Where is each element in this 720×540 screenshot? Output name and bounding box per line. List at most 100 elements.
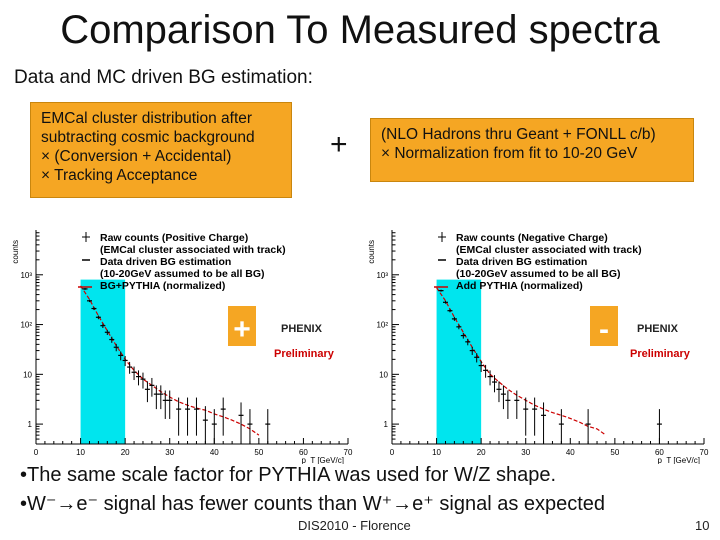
legend-entry: BG+PYTHIA (normalized) [100, 280, 225, 292]
data-point [247, 409, 253, 444]
data-point [496, 381, 502, 403]
highlight-band [436, 279, 482, 444]
legend-entry: (10-20GeV assumed to be all BG) [456, 268, 621, 280]
y-tick-label: 10³ [20, 271, 32, 280]
charge-sign: + [233, 313, 251, 346]
data-point [113, 343, 119, 352]
bullet-list: •The same scale factor for PYTHIA was us… [20, 461, 605, 519]
data-point [451, 317, 457, 321]
data-point [144, 381, 150, 403]
legend-entry: Raw counts (Positive Charge) [100, 232, 248, 244]
method-line: EMCal cluster distribution after [41, 110, 253, 127]
method-line: subtracting cosmic background [41, 129, 255, 146]
data-point [104, 329, 110, 336]
legend-entry: Data driven BG estimation [100, 256, 231, 268]
x-tick-label: 30 [521, 448, 530, 457]
data-point [478, 360, 484, 373]
method-line: (NLO Hadrons thru Geant + FONLL c/b) [381, 126, 656, 143]
x-tick-label: 50 [254, 448, 263, 457]
data-point [492, 375, 498, 393]
phenix-logo: PHENIX [281, 323, 323, 335]
footer-text: DIS2010 - Florence [298, 518, 411, 533]
data-point [167, 390, 173, 419]
data-point [514, 390, 520, 419]
legend-entry: Raw counts (Negative Charge) [456, 232, 608, 244]
data-point [86, 299, 92, 303]
y-tick-label: 10 [379, 370, 388, 379]
x-tick-label: 70 [700, 448, 709, 457]
preliminary-label: Preliminary [274, 348, 335, 360]
x-tick-label: 30 [165, 448, 174, 457]
x-axis-label: p_T [GeV/c] [657, 456, 700, 464]
charge-sign: - [599, 313, 609, 346]
data-point [202, 406, 208, 444]
page-title: Comparison To Measured spectra [60, 8, 660, 52]
x-tick-label: 0 [390, 448, 395, 457]
data-point [456, 324, 462, 330]
y-tick-label: 10 [23, 370, 32, 379]
data-point [656, 409, 662, 444]
x-tick-label: 70 [344, 448, 353, 457]
data-point [505, 390, 511, 419]
charge-sign-box [590, 306, 618, 346]
data-point [131, 366, 137, 381]
x-tick-label: 0 [34, 448, 39, 457]
preliminary-label: Preliminary [630, 348, 691, 360]
data-point [185, 397, 191, 436]
data-point [265, 409, 271, 444]
data-point [118, 351, 124, 361]
data-point [532, 397, 538, 436]
data-point [558, 409, 564, 444]
x-tick-label: 50 [610, 448, 619, 457]
x-tick-label: 20 [477, 448, 486, 457]
x-axis-label: p_T [GeV/c] [301, 456, 344, 464]
legend-entry: (EMCal cluster associated with track) [100, 244, 286, 256]
x-tick-label: 10 [432, 448, 441, 457]
data-point [140, 372, 146, 389]
bullet-item: •W⁻→e⁻ signal has fewer counts than W⁺→e… [20, 493, 606, 515]
method-line: × Normalization from fit to 10-20 GeV [381, 145, 638, 162]
y-axis-label: counts [367, 240, 376, 264]
x-tick-label: 40 [566, 448, 575, 457]
x-tick-label: 40 [210, 448, 219, 457]
data-point [460, 332, 466, 339]
bg-pythia-curve [436, 287, 607, 436]
data-point [100, 323, 106, 329]
y-tick-label: 1 [384, 420, 389, 429]
data-point [91, 307, 97, 311]
data-point [220, 397, 226, 436]
data-point [585, 409, 591, 444]
subtitle: Data and MC driven BG estimation: [14, 67, 313, 88]
data-point [442, 301, 448, 304]
plus-operator: + [330, 128, 348, 161]
data-point [162, 390, 168, 419]
method-box-right: (NLO Hadrons thru Geant + FONLL c/b) × N… [370, 118, 694, 182]
legend-entry: (EMCal cluster associated with track) [456, 244, 642, 256]
data-point [127, 361, 133, 374]
data-point [158, 385, 164, 410]
data-point [523, 397, 529, 436]
charge-sign-box [228, 306, 256, 346]
method-line: × (Conversion + Accidental) [41, 148, 232, 165]
data-point [153, 385, 159, 410]
legend-entry: Data driven BG estimation [456, 256, 587, 268]
phenix-logo: PHENIX [637, 323, 679, 335]
data-point [469, 346, 475, 355]
data-point [500, 385, 506, 410]
x-tick-label: 60 [655, 448, 664, 457]
data-point [465, 338, 471, 346]
x-tick-label: 20 [121, 448, 130, 457]
data-point [176, 397, 182, 436]
y-tick-label: 10³ [376, 271, 388, 280]
data-point [193, 397, 199, 436]
y-tick-label: 10² [376, 321, 388, 330]
y-tick-label: 1 [28, 420, 33, 429]
data-point [211, 409, 217, 444]
data-point [438, 289, 444, 292]
data-point [487, 370, 493, 386]
data-point [82, 287, 88, 290]
highlight-band [80, 279, 126, 444]
data-point [136, 370, 142, 386]
